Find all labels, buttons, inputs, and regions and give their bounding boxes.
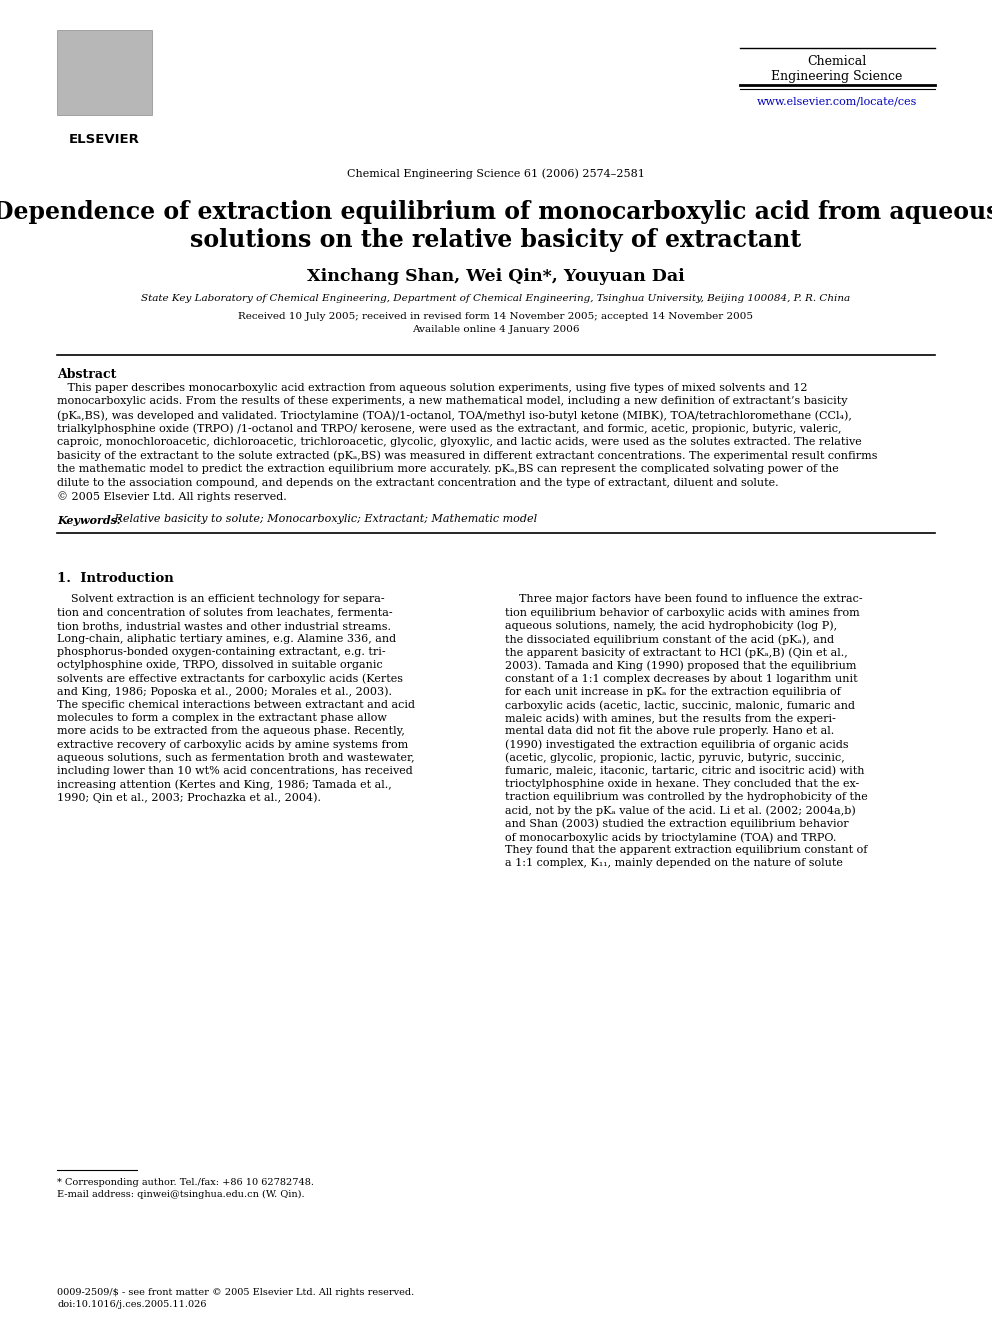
- Text: solvents are effective extractants for carboxylic acids (Kertes: solvents are effective extractants for c…: [57, 673, 403, 684]
- Text: for each unit increase in pKₐ for the extraction equilibria of: for each unit increase in pKₐ for the ex…: [505, 687, 841, 697]
- Text: (1990) investigated the extraction equilibria of organic acids: (1990) investigated the extraction equil…: [505, 740, 848, 750]
- Text: Chemical Engineering Science 61 (2006) 2574–2581: Chemical Engineering Science 61 (2006) 2…: [347, 168, 645, 179]
- Text: fumaric, maleic, itaconic, tartaric, citric and isocitric acid) with: fumaric, maleic, itaconic, tartaric, cit…: [505, 766, 864, 777]
- Text: 2003). Tamada and King (1990) proposed that the equilibrium: 2003). Tamada and King (1990) proposed t…: [505, 660, 856, 671]
- Text: ELSEVIER: ELSEVIER: [69, 134, 140, 146]
- Bar: [57, 30, 152, 115]
- Text: tion and concentration of solutes from leachates, fermenta-: tion and concentration of solutes from l…: [57, 607, 393, 618]
- Text: www.elsevier.com/locate/ces: www.elsevier.com/locate/ces: [757, 97, 918, 107]
- Text: acid, not by the pKₐ value of the acid. Li et al. (2002; 2004a,b): acid, not by the pKₐ value of the acid. …: [505, 806, 856, 816]
- Text: Abstract: Abstract: [57, 368, 116, 381]
- Text: tion broths, industrial wastes and other industrial streams.: tion broths, industrial wastes and other…: [57, 620, 391, 631]
- Text: 0009-2509/$ - see front matter © 2005 Elsevier Ltd. All rights reserved.: 0009-2509/$ - see front matter © 2005 El…: [57, 1289, 415, 1297]
- Text: Long-chain, aliphatic tertiary amines, e.g. Alamine 336, and: Long-chain, aliphatic tertiary amines, e…: [57, 634, 396, 644]
- Text: This paper describes monocarboxylic acid extraction from aqueous solution experi: This paper describes monocarboxylic acid…: [57, 382, 807, 393]
- Text: © 2005 Elsevier Ltd. All rights reserved.: © 2005 Elsevier Ltd. All rights reserved…: [57, 491, 287, 501]
- Text: trialkylphosphine oxide (TRPO) /1-octanol and TRPO/ kerosene, were used as the e: trialkylphosphine oxide (TRPO) /1-octano…: [57, 423, 841, 434]
- Text: doi:10.1016/j.ces.2005.11.026: doi:10.1016/j.ces.2005.11.026: [57, 1301, 206, 1308]
- Text: Solvent extraction is an efficient technology for separa-: Solvent extraction is an efficient techn…: [57, 594, 385, 605]
- Text: including lower than 10 wt% acid concentrations, has received: including lower than 10 wt% acid concent…: [57, 766, 413, 777]
- Text: trioctylphosphine oxide in hexane. They concluded that the ex-: trioctylphosphine oxide in hexane. They …: [505, 779, 859, 790]
- Text: of monocarboxylic acids by trioctylamine (TOA) and TRPO.: of monocarboxylic acids by trioctylamine…: [505, 832, 836, 843]
- Text: increasing attention (Kertes and King, 1986; Tamada et al.,: increasing attention (Kertes and King, 1…: [57, 779, 392, 790]
- Text: 1990; Qin et al., 2003; Prochazka et al., 2004).: 1990; Qin et al., 2003; Prochazka et al.…: [57, 792, 321, 803]
- Text: dilute to the association compound, and depends on the extractant concentration : dilute to the association compound, and …: [57, 478, 779, 487]
- Text: Three major factors have been found to influence the extrac-: Three major factors have been found to i…: [505, 594, 863, 605]
- Text: monocarboxylic acids. From the results of these experiments, a new mathematical : monocarboxylic acids. From the results o…: [57, 397, 847, 406]
- Text: octylphosphine oxide, TRPO, dissolved in suitable organic: octylphosphine oxide, TRPO, dissolved in…: [57, 660, 383, 671]
- Text: the dissociated equilibrium constant of the acid (pKₐ), and: the dissociated equilibrium constant of …: [505, 634, 834, 644]
- Text: phosphorus-bonded oxygen-containing extractant, e.g. tri-: phosphorus-bonded oxygen-containing extr…: [57, 647, 386, 658]
- Text: Received 10 July 2005; received in revised form 14 November 2005; accepted 14 No: Received 10 July 2005; received in revis…: [238, 312, 754, 321]
- Text: Relative basicity to solute; Monocarboxylic; Extractant; Mathematic model: Relative basicity to solute; Monocarboxy…: [111, 515, 537, 524]
- Text: the mathematic model to predict the extraction equilibrium more accurately. pKₐ,: the mathematic model to predict the extr…: [57, 464, 839, 474]
- Text: Chemical: Chemical: [807, 56, 867, 67]
- Text: basicity of the extractant to the solute extracted (pKₐ,BS) was measured in diff: basicity of the extractant to the solute…: [57, 451, 878, 460]
- Text: a 1:1 complex, K₁₁, mainly depended on the nature of solute: a 1:1 complex, K₁₁, mainly depended on t…: [505, 859, 843, 868]
- Text: constant of a 1:1 complex decreases by about 1 logarithm unit: constant of a 1:1 complex decreases by a…: [505, 673, 858, 684]
- Text: aqueous solutions, namely, the acid hydrophobicity (log P),: aqueous solutions, namely, the acid hydr…: [505, 620, 837, 631]
- Text: E-mail address: qinwei@tsinghua.edu.cn (W. Qin).: E-mail address: qinwei@tsinghua.edu.cn (…: [57, 1189, 305, 1199]
- Text: tion equilibrium behavior of carboxylic acids with amines from: tion equilibrium behavior of carboxylic …: [505, 607, 860, 618]
- Text: traction equilibrium was controlled by the hydrophobicity of the: traction equilibrium was controlled by t…: [505, 792, 868, 803]
- Text: solutions on the relative basicity of extractant: solutions on the relative basicity of ex…: [190, 228, 802, 251]
- Text: Keywords:: Keywords:: [57, 515, 121, 525]
- Text: (acetic, glycolic, propionic, lactic, pyruvic, butyric, succinic,: (acetic, glycolic, propionic, lactic, py…: [505, 753, 845, 763]
- Text: Engineering Science: Engineering Science: [772, 70, 903, 83]
- Text: caproic, monochloroacetic, dichloroacetic, trichloroacetic, glycolic, glyoxylic,: caproic, monochloroacetic, dichloroaceti…: [57, 437, 862, 447]
- Text: (pKₐ,BS), was developed and validated. Trioctylamine (TOA)/1-octanol, TOA/methyl: (pKₐ,BS), was developed and validated. T…: [57, 410, 852, 421]
- Text: the apparent basicity of extractant to HCl (pKₐ,B) (Qin et al.,: the apparent basicity of extractant to H…: [505, 647, 848, 658]
- Text: carboxylic acids (acetic, lactic, succinic, malonic, fumaric and: carboxylic acids (acetic, lactic, succin…: [505, 700, 855, 710]
- Text: State Key Laboratory of Chemical Engineering, Department of Chemical Engineering: State Key Laboratory of Chemical Enginee…: [142, 294, 850, 303]
- Text: Dependence of extraction equilibrium of monocarboxylic acid from aqueous: Dependence of extraction equilibrium of …: [0, 200, 992, 224]
- Text: and Shan (2003) studied the extraction equilibrium behavior: and Shan (2003) studied the extraction e…: [505, 819, 848, 830]
- Text: mental data did not fit the above rule properly. Hano et al.: mental data did not fit the above rule p…: [505, 726, 834, 737]
- Text: Available online 4 January 2006: Available online 4 January 2006: [413, 325, 579, 333]
- Text: and King, 1986; Poposka et al., 2000; Morales et al., 2003).: and King, 1986; Poposka et al., 2000; Mo…: [57, 687, 392, 697]
- Text: 1.  Introduction: 1. Introduction: [57, 573, 174, 586]
- Text: They found that the apparent extraction equilibrium constant of: They found that the apparent extraction …: [505, 845, 867, 855]
- Text: Xinchang Shan, Wei Qin*, Youyuan Dai: Xinchang Shan, Wei Qin*, Youyuan Dai: [308, 269, 684, 284]
- Text: molecules to form a complex in the extractant phase allow: molecules to form a complex in the extra…: [57, 713, 387, 724]
- Text: The specific chemical interactions between extractant and acid: The specific chemical interactions betwe…: [57, 700, 415, 710]
- Text: extractive recovery of carboxylic acids by amine systems from: extractive recovery of carboxylic acids …: [57, 740, 409, 750]
- Text: aqueous solutions, such as fermentation broth and wastewater,: aqueous solutions, such as fermentation …: [57, 753, 415, 763]
- Text: * Corresponding author. Tel./fax: +86 10 62782748.: * Corresponding author. Tel./fax: +86 10…: [57, 1177, 314, 1187]
- Text: maleic acids) with amines, but the results from the experi-: maleic acids) with amines, but the resul…: [505, 713, 836, 724]
- Text: more acids to be extracted from the aqueous phase. Recently,: more acids to be extracted from the aque…: [57, 726, 405, 737]
